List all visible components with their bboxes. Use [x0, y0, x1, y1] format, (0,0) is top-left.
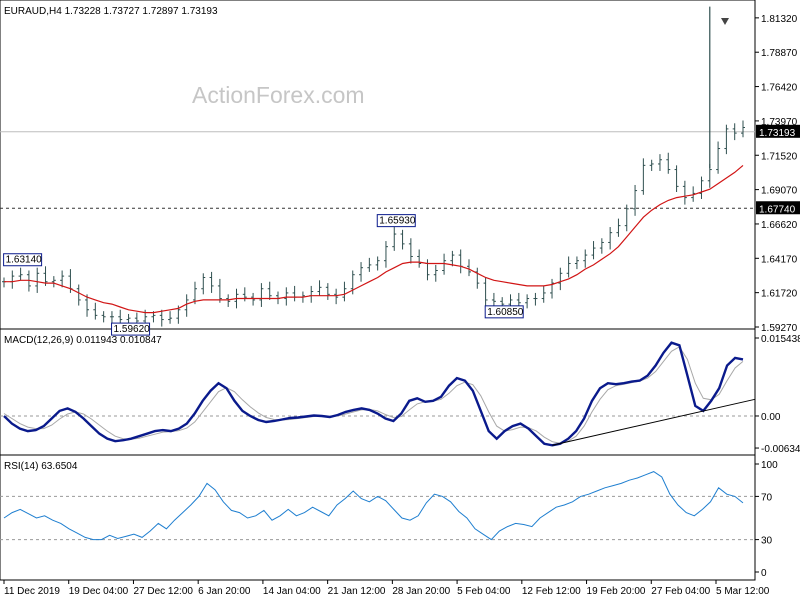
current-price-label: 1.73193	[759, 128, 796, 139]
price-y-tick-label: 1.61720	[761, 289, 798, 300]
price-layer: 1.63140 1.59620 1.65930 1.60850	[0, 6, 755, 336]
macd-trendline	[552, 398, 756, 446]
price-annotation-box	[484, 305, 524, 319]
x-tick-label: 19 Feb 20:00	[587, 586, 646, 597]
macd-layer	[0, 341, 756, 447]
rsi-line	[3, 471, 744, 541]
price-panel	[0, 0, 756, 330]
x-tick-label: 12 Feb 12:00	[522, 586, 581, 597]
rsi-layer	[0, 471, 755, 541]
arrow-marker	[721, 18, 729, 25]
macd-main-line	[3, 341, 744, 447]
price-annotation-box	[376, 214, 416, 228]
price-annotation-box	[3, 253, 43, 267]
x-tick-label: 11 Dec 2019	[4, 586, 60, 597]
price-y-tick-label: 1.69070	[761, 186, 798, 197]
price-y-tick-label: 1.59270	[761, 323, 798, 334]
x-tick-label: 21 Jan 12:00	[328, 586, 386, 597]
macd-y-tick-label: 0.00	[761, 412, 781, 423]
x-tick-label: 5 Feb 04:00	[457, 586, 511, 597]
price-annotation-label: 1.59620	[114, 324, 151, 335]
price-annotation-label: 1.63140	[6, 255, 43, 266]
x-tick-label: 27 Dec 12:00	[133, 586, 193, 597]
price-y-tick-label: 1.78870	[761, 48, 798, 59]
x-tick-label: 27 Feb 04:00	[651, 586, 710, 597]
price-y-tick-label: 1.64170	[761, 254, 798, 265]
rsi-y-tick-label: 0	[761, 568, 767, 579]
price-annotation-label: 1.60850	[487, 307, 524, 318]
price-y-tick-label: 1.66620	[761, 220, 798, 231]
price-y-tick-label: 1.76420	[761, 83, 798, 94]
price-annotation-box	[111, 322, 151, 336]
x-tick-label: 5 Mar 12:00	[716, 586, 770, 597]
moving-average-line	[4, 164, 744, 314]
x-tick-label: 6 Jan 20:00	[198, 586, 251, 597]
symbol-name: EURAUD,H4	[4, 6, 62, 17]
macd-y-tick-label: -0.006347	[761, 444, 800, 455]
symbol-title: EURAUD,H4 1.73228 1.73727 1.72897 1.7319…	[4, 6, 218, 17]
rsi-y-tick-label: 100	[761, 460, 778, 471]
price-y-tick-label: 1.71520	[761, 151, 798, 162]
rsi-panel	[0, 454, 756, 581]
level-price-tag	[756, 201, 800, 215]
rsi-y-tick-label: 70	[761, 492, 773, 503]
price-y-tick-label: 1.81320	[761, 14, 798, 25]
level-price-label: 1.67740	[759, 204, 796, 215]
rsi-title: RSI(14) 63.6504	[4, 461, 78, 472]
macd-y-tick-label: 0.015438	[761, 334, 800, 345]
macd-title: MACD(12,26,9) 0.011943 0.010847	[4, 335, 162, 346]
ohlc-values: 1.73228 1.73727 1.72897 1.73193	[65, 6, 218, 17]
axis-layer: 1.81320 1.78870 1.76420 1.73970 1.71520 1.690…	[3, 14, 800, 597]
price-annotation-label: 1.65930	[379, 216, 416, 227]
macd-panel	[0, 328, 756, 456]
x-tick-label: 14 Jan 04:00	[263, 586, 321, 597]
current-price-tag	[756, 124, 800, 138]
rsi-y-tick-label: 30	[761, 536, 773, 547]
watermark: ActionForex.com	[192, 82, 365, 108]
x-tick-label: 28 Jan 20:00	[392, 586, 450, 597]
x-tick-label: 19 Dec 04:00	[69, 586, 129, 597]
price-y-tick-label: 1.73970	[761, 117, 798, 128]
